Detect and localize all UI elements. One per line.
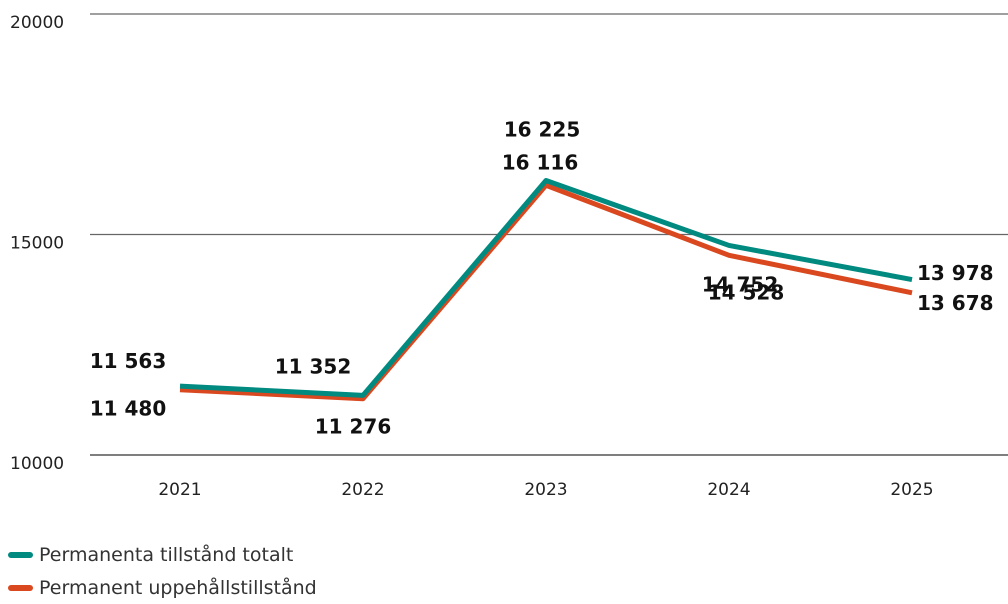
data-labels: 11 563 11 352 16 225 14 752 13 978 11 480 11 2… — [90, 117, 994, 438]
data-label-s1-2025: 13 678 — [917, 291, 994, 315]
series-line-1 — [179, 182, 913, 402]
x-tick-label-2023: 2023 — [524, 480, 567, 500]
y-tick-label-20000: 20000 — [10, 13, 64, 33]
legend-swatch-total — [8, 551, 33, 558]
legend-item-residence-permit: Permanent uppehållstillstånd — [8, 571, 317, 604]
data-label-s1-2024: 14 528 — [708, 280, 785, 304]
x-tick-label-2021: 2021 — [158, 480, 201, 500]
legend-item-total: Permanenta tillstånd totalt — [8, 538, 317, 571]
x-tick-label-2022: 2022 — [341, 480, 384, 500]
x-axis-ticks: 2021 2022 2023 2024 2025 — [158, 480, 933, 500]
x-tick-label-2024: 2024 — [707, 480, 750, 500]
data-label-s0-2023: 16 225 — [504, 117, 581, 141]
legend-label-residence-permit: Permanent uppehållstillstånd — [39, 576, 317, 599]
legend-label-total: Permanenta tillstånd totalt — [39, 543, 294, 566]
legend-swatch-residence-permit — [8, 584, 33, 591]
x-tick-label-2025: 2025 — [890, 480, 933, 500]
data-label-s1-2023: 16 116 — [502, 150, 579, 174]
data-label-s0-2021: 11 563 — [90, 349, 167, 373]
legend: Permanenta tillstånd totalt Permanent up… — [8, 538, 317, 604]
series-lines — [179, 177, 913, 402]
y-axis-ticks: 10000 15000 20000 — [10, 13, 64, 474]
y-tick-label-10000: 10000 — [10, 454, 64, 474]
series-line-0 — [179, 177, 913, 398]
gridlines — [90, 13, 1008, 456]
data-label-s0-2024: 14 752 — [702, 272, 779, 296]
data-label-s1-2021: 11 480 — [90, 397, 167, 421]
data-label-s0-2025: 13 978 — [917, 261, 994, 285]
data-label-s0-2022: 11 352 — [275, 354, 352, 378]
line-chart: 10000 15000 20000 2021 2022 2023 2024 2025 11 … — [10, 13, 1008, 500]
y-tick-label-15000: 15000 — [10, 234, 64, 254]
data-label-s1-2022: 11 276 — [315, 415, 392, 439]
